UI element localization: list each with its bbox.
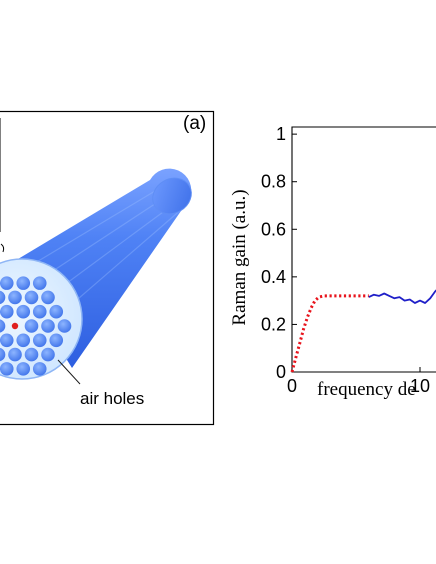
air-hole — [57, 319, 72, 333]
callout-line — [57, 359, 81, 385]
x-tick-label: 0 — [287, 376, 297, 396]
air-hole — [0, 304, 14, 319]
air-hole — [32, 362, 47, 376]
air-hole-lattice — [0, 276, 72, 376]
air-hole — [16, 362, 31, 376]
y-tick-label: 0.2 — [261, 314, 286, 334]
fiber-far-end — [152, 177, 192, 215]
air-hole — [0, 290, 6, 305]
air-hole — [16, 333, 31, 348]
panel-a-label: (a) — [183, 113, 206, 134]
air-hole — [32, 304, 47, 319]
x-axis-label: frequency de — [317, 379, 416, 400]
y-tick-label: 0 — [276, 362, 286, 382]
air-hole — [49, 304, 64, 319]
fiber-core — [11, 322, 19, 330]
air-hole — [0, 319, 6, 333]
air-hole — [8, 290, 22, 305]
air-hole — [0, 276, 14, 290]
air-hole — [8, 347, 22, 362]
series-dotted-line — [290, 294, 369, 373]
plot-axes — [291, 126, 436, 373]
air-hole — [41, 319, 55, 333]
panel-a-frame — [0, 110, 215, 426]
air-hole — [16, 276, 31, 290]
air-hole — [49, 333, 64, 348]
y-axis-label: Raman gain (a.u.) — [229, 189, 250, 325]
air-hole — [0, 347, 6, 362]
y-tick-label: 0.8 — [261, 172, 286, 192]
air-hole — [16, 304, 31, 319]
air-hole — [24, 290, 39, 305]
x-tick-label: 10 — [410, 376, 430, 396]
y-tick-label: 0.4 — [261, 267, 286, 287]
air-hole — [32, 276, 47, 290]
air-hole — [0, 362, 14, 376]
air-hole — [24, 347, 39, 362]
air-hole — [0, 333, 14, 348]
air-holes-label: air holes — [80, 389, 144, 408]
air-hole — [41, 290, 55, 305]
series-solid-line — [368, 289, 436, 304]
air-hole — [24, 319, 39, 333]
panel-a — [0, 168, 192, 385]
air-hole — [41, 347, 55, 362]
air-hole — [32, 333, 47, 348]
cut-mark — [0, 243, 5, 253]
y-tick-label: 0.6 — [261, 219, 286, 239]
y-tick-label: 1 — [276, 124, 286, 144]
